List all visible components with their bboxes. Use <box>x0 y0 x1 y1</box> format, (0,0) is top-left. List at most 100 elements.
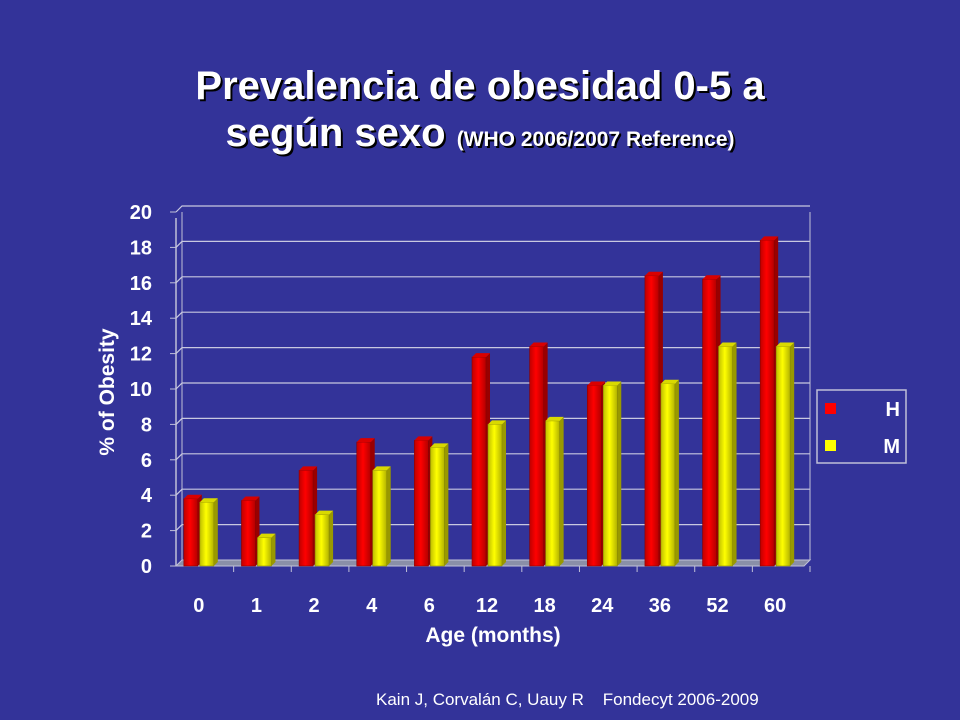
bar-top <box>587 381 606 386</box>
bar-top <box>760 236 779 241</box>
x-tick-label: 1 <box>251 595 262 617</box>
bar-top <box>603 381 622 386</box>
bar-front <box>602 385 618 567</box>
bar-front <box>471 356 487 567</box>
bar-side <box>617 381 622 566</box>
bar-M-2 <box>314 510 334 567</box>
bar-front <box>660 383 676 567</box>
x-tick-label: 36 <box>649 595 671 617</box>
bar-H-60 <box>759 236 779 567</box>
bar-top <box>241 496 260 501</box>
bar-top <box>644 271 663 276</box>
bar-top <box>315 510 334 515</box>
bar-top <box>702 275 721 280</box>
x-tick-label: 24 <box>591 595 614 617</box>
bar-top <box>299 466 318 471</box>
bar-side <box>732 342 737 566</box>
bar-side <box>790 342 795 566</box>
bar-front <box>586 385 602 567</box>
bar-top <box>372 466 391 471</box>
legend: HM <box>816 389 907 464</box>
bar-M-24 <box>602 381 622 567</box>
bar-M-4 <box>372 466 391 567</box>
legend-label-H: H <box>886 399 900 421</box>
bar-front <box>298 470 314 567</box>
y-tick-label: 6 <box>141 450 152 472</box>
bar-top <box>545 416 564 421</box>
bar-top <box>430 443 449 448</box>
x-tick-label: 52 <box>706 595 728 617</box>
bar-front <box>414 440 429 567</box>
bar-top <box>183 494 202 499</box>
y-tick-label: 10 <box>130 379 152 401</box>
x-tick-label: 60 <box>764 595 786 617</box>
gridline <box>175 205 810 213</box>
bar-front <box>372 470 388 567</box>
gridline <box>175 240 810 248</box>
gridline <box>175 311 810 319</box>
bar-front <box>644 275 660 567</box>
bar-top <box>660 379 679 384</box>
title-line-1: Prevalencia de obesidad 0-5 a <box>195 64 765 108</box>
bar-front <box>356 441 372 567</box>
bar-M-52 <box>718 342 737 567</box>
bar-front <box>199 501 215 567</box>
bar-front <box>257 537 272 567</box>
bar-side <box>271 533 276 566</box>
bar-front <box>718 346 733 567</box>
gridline <box>175 276 810 284</box>
slide-title: Prevalencia de obesidad 0-5 a según sexo… <box>0 62 960 163</box>
bar-top <box>356 438 375 443</box>
legend-swatch-H <box>825 403 836 414</box>
title-reference: (WHO 2006/2007 Reference) <box>456 128 735 151</box>
bar-top <box>529 342 548 347</box>
bar-front <box>775 346 791 567</box>
bar-M-60 <box>775 342 795 567</box>
bar-front <box>430 447 445 567</box>
bar-H-2 <box>298 466 318 567</box>
bar-M-1 <box>257 533 276 567</box>
bar-H-18 <box>529 342 548 567</box>
y-tick-label: 2 <box>141 521 152 543</box>
bar-front <box>702 278 717 567</box>
y-tick-label: 12 <box>130 344 152 366</box>
bar-front <box>183 498 199 567</box>
y-tick-label: 0 <box>141 556 152 578</box>
bar-H-52 <box>702 275 721 567</box>
bar-front <box>487 424 503 567</box>
bar-top <box>414 436 433 441</box>
bar-H-12 <box>471 353 490 567</box>
bar-side <box>329 510 334 566</box>
bar-H-0 <box>183 494 202 567</box>
x-tick-label: 12 <box>476 595 498 617</box>
bar-side <box>386 466 391 566</box>
x-axis-title: Age (months) <box>425 624 560 647</box>
bar-M-36 <box>660 379 679 567</box>
bar-M-6 <box>430 443 449 567</box>
y-tick-label: 4 <box>141 485 153 507</box>
gridline <box>175 347 810 355</box>
bar-H-24 <box>586 381 606 567</box>
bar-top <box>776 342 795 347</box>
legend-label-M: M <box>883 436 900 458</box>
bar-top <box>488 420 506 425</box>
citation-footer: Kain J, Corvalán C, Uauy R Fondecyt 2006… <box>376 690 759 709</box>
bar-side <box>502 420 506 566</box>
bar-side <box>213 498 218 566</box>
y-tick-label: 16 <box>130 273 152 295</box>
bar-front <box>759 240 775 567</box>
bar-H-1 <box>241 496 260 567</box>
bar-H-4 <box>356 438 375 567</box>
bar-front <box>241 500 256 567</box>
title-main-text: según sexo <box>225 111 446 155</box>
bar-front <box>314 514 330 567</box>
y-tick-label: 18 <box>130 237 152 259</box>
y-axis-title: % of Obesity <box>96 328 119 456</box>
bar-side <box>559 416 564 566</box>
bar-top <box>472 353 490 358</box>
legend-swatch-M <box>825 440 836 451</box>
x-tick-label: 4 <box>366 595 378 617</box>
bar-side <box>444 443 449 566</box>
bar-top <box>199 498 218 503</box>
